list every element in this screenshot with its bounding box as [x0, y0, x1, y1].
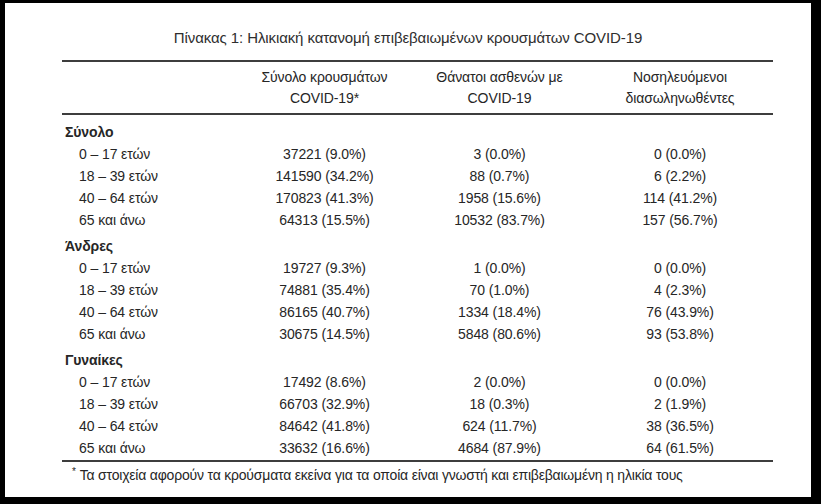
- header-spacer-cell: [62, 67, 237, 109]
- deaths-value: 2 (0.0%): [412, 371, 587, 393]
- table-row: 65 και άνω 30675 (14.5%) 5848 (80.6%) 93…: [62, 323, 773, 345]
- deaths-value: 5848 (80.6%): [412, 323, 587, 345]
- deaths-value: 10532 (83.7%): [412, 209, 587, 231]
- age-group-label: 65 και άνω: [62, 437, 237, 459]
- age-group-label: 0 – 17 ετών: [62, 257, 237, 279]
- table-row: 18 – 39 ετών 66703 (32.9%) 18 (0.3%) 2 (…: [62, 393, 773, 415]
- deaths-value: 88 (0.7%): [412, 165, 587, 187]
- age-group-label: 0 – 17 ετών: [62, 371, 237, 393]
- deaths-value: 70 (1.0%): [412, 279, 587, 301]
- age-group-label: 40 – 64 ετών: [62, 415, 237, 437]
- table-row: 18 – 39 ετών 74881 (35.4%) 70 (1.0%) 4 (…: [62, 279, 773, 301]
- table-body: Σύνολο 0 – 17 ετών 37221 (9.0%) 3 (0.0%)…: [62, 115, 773, 459]
- title-area: Πίνακας 1: Ηλικιακή κατανομή επιβεβαιωμέ…: [5, 3, 811, 60]
- age-group-label: 65 και άνω: [62, 209, 237, 231]
- header-intubated: Νοσηλευόμενοι διασωληνωθέντες: [587, 67, 773, 109]
- cases-value: 64313 (15.5%): [237, 209, 412, 231]
- footnote-text: Τα στοιχεία αφορούν τα κρούσματα εκείνα …: [80, 467, 683, 483]
- intubated-value: 0 (0.0%): [587, 143, 773, 165]
- table-row: 40 – 64 ετών 170823 (41.3%) 1958 (15.6%)…: [62, 187, 773, 209]
- section-header-total: Σύνολο: [62, 117, 773, 143]
- section-header-men: Άνδρες: [62, 231, 773, 257]
- intubated-value: 2 (1.9%): [587, 393, 773, 415]
- table-row: 40 – 64 ετών 86165 (40.7%) 1334 (18.4%) …: [62, 301, 773, 323]
- document-page: Πίνακας 1: Ηλικιακή κατανομή επιβεβαιωμέ…: [5, 3, 811, 497]
- intubated-value: 4 (2.3%): [587, 279, 773, 301]
- footnote-marker: *: [72, 466, 76, 477]
- header-intubated-line1: Νοσηλευόμενοι: [587, 67, 773, 88]
- age-group-label: 18 – 39 ετών: [62, 279, 237, 301]
- intubated-value: 64 (61.5%): [587, 437, 773, 459]
- header-deaths: Θάνατοι ασθενών με COVID-19: [412, 67, 587, 109]
- table-row: 65 και άνω 33632 (16.6%) 4684 (87.9%) 64…: [62, 437, 773, 459]
- intubated-value: 6 (2.2%): [587, 165, 773, 187]
- age-group-label: 18 – 39 ετών: [62, 393, 237, 415]
- cases-value: 86165 (40.7%): [237, 301, 412, 323]
- cases-value: 84642 (41.8%): [237, 415, 412, 437]
- table-row: 0 – 17 ετών 19727 (9.3%) 1 (0.0%) 0 (0.0…: [62, 257, 773, 279]
- deaths-value: 3 (0.0%): [412, 143, 587, 165]
- cases-value: 141590 (34.2%): [237, 165, 412, 187]
- age-group-label: 40 – 64 ετών: [62, 301, 237, 323]
- cases-value: 66703 (32.9%): [237, 393, 412, 415]
- header-total-cases-line2: COVID-19*: [237, 88, 412, 109]
- table-row: 65 και άνω 64313 (15.5%) 10532 (83.7%) 1…: [62, 209, 773, 231]
- header-deaths-line1: Θάνατοι ασθενών με: [412, 67, 587, 88]
- section-header-women: Γυναίκες: [62, 345, 773, 371]
- cases-value: 17492 (8.6%): [237, 371, 412, 393]
- table-row: 0 – 17 ετών 37221 (9.0%) 3 (0.0%) 0 (0.0…: [62, 143, 773, 165]
- header-total-cases-line1: Σύνολο κρουσμάτων: [237, 67, 412, 88]
- page-title: Πίνακας 1: Ηλικιακή κατανομή επιβεβαιωμέ…: [174, 29, 642, 46]
- deaths-value: 1 (0.0%): [412, 257, 587, 279]
- intubated-value: 0 (0.0%): [587, 371, 773, 393]
- age-group-label: 40 – 64 ετών: [62, 187, 237, 209]
- deaths-value: 1958 (15.6%): [412, 187, 587, 209]
- cases-value: 37221 (9.0%): [237, 143, 412, 165]
- deaths-value: 4684 (87.9%): [412, 437, 587, 459]
- cases-value: 170823 (41.3%): [237, 187, 412, 209]
- table-row: 40 – 64 ετών 84642 (41.8%) 624 (11.7%) 3…: [62, 415, 773, 437]
- intubated-value: 76 (43.9%): [587, 301, 773, 323]
- intubated-value: 0 (0.0%): [587, 257, 773, 279]
- age-group-label: 65 και άνω: [62, 323, 237, 345]
- cases-value: 74881 (35.4%): [237, 279, 412, 301]
- cases-value: 19727 (9.3%): [237, 257, 412, 279]
- table-header-row: Σύνολο κρουσμάτων COVID-19* Θάνατοι ασθε…: [62, 60, 773, 115]
- table-row: 0 – 17 ετών 17492 (8.6%) 2 (0.0%) 0 (0.0…: [62, 371, 773, 393]
- table-row: 18 – 39 ετών 141590 (34.2%) 88 (0.7%) 6 …: [62, 165, 773, 187]
- header-deaths-line2: COVID-19: [412, 88, 587, 109]
- deaths-value: 1334 (18.4%): [412, 301, 587, 323]
- age-group-label: 0 – 17 ετών: [62, 143, 237, 165]
- cases-value: 33632 (16.6%): [237, 437, 412, 459]
- footnote: * Τα στοιχεία αφορούν τα κρούσματα εκείνα…: [62, 460, 773, 483]
- intubated-value: 93 (53.8%): [587, 323, 773, 345]
- cases-value: 30675 (14.5%): [237, 323, 412, 345]
- intubated-value: 114 (41.2%): [587, 187, 773, 209]
- deaths-value: 624 (11.7%): [412, 415, 587, 437]
- intubated-value: 157 (56.7%): [587, 209, 773, 231]
- header-total-cases: Σύνολο κρουσμάτων COVID-19*: [237, 67, 412, 109]
- intubated-value: 38 (36.5%): [587, 415, 773, 437]
- scan-frame: Πίνακας 1: Ηλικιακή κατανομή επιβεβαιωμέ…: [0, 0, 821, 504]
- age-group-label: 18 – 39 ετών: [62, 165, 237, 187]
- header-intubated-line2: διασωληνωθέντες: [587, 88, 773, 109]
- deaths-value: 18 (0.3%): [412, 393, 587, 415]
- covid-age-table: Σύνολο κρουσμάτων COVID-19* Θάνατοι ασθε…: [62, 60, 773, 483]
